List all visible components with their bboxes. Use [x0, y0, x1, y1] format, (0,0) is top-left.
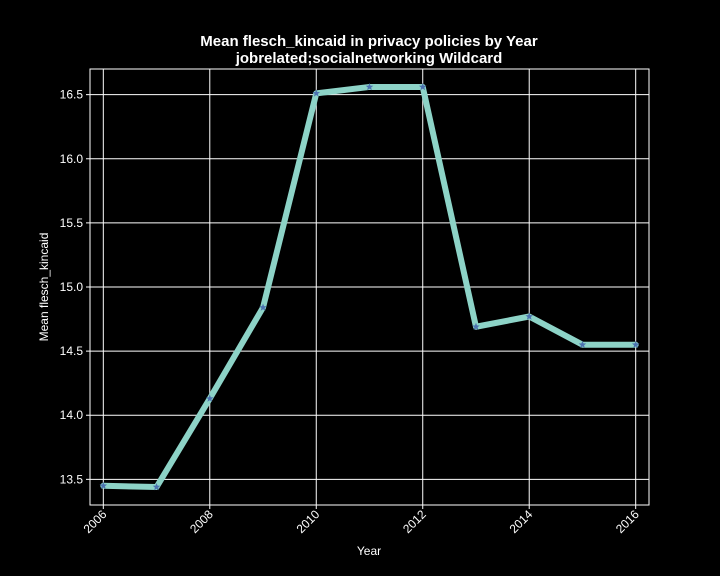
y-tick-label: 14.5: [60, 344, 84, 358]
data-point-star: [578, 340, 587, 348]
data-point-star: [259, 303, 267, 311]
data-point-star: [205, 394, 214, 402]
x-axis-label: Year: [357, 544, 381, 558]
data-point-star: [525, 312, 534, 320]
data-point-star: [472, 322, 480, 330]
data-point-star: [99, 481, 108, 489]
y-axis-label: Mean flesch_kincaid: [37, 233, 51, 342]
chart-title: Mean flesch_kincaid in privacy policies …: [200, 33, 538, 50]
chart-subtitle: jobrelated;socialnetworking Wildcard: [235, 50, 503, 67]
y-tick-label: 14.0: [60, 408, 84, 422]
y-tick-label: 15.0: [60, 280, 84, 294]
data-point-star: [312, 89, 321, 97]
y-tick-label: 16.0: [60, 152, 84, 166]
y-tick-label: 16.5: [60, 88, 84, 102]
data-point-star: [631, 340, 640, 348]
data-point-star: [152, 483, 161, 491]
y-tick-label: 15.5: [60, 216, 84, 230]
series-group: [99, 82, 640, 491]
grid-lines: [90, 69, 649, 505]
data-point-star: [365, 82, 374, 91]
data-point-star: [418, 82, 427, 91]
y-tick-label: 13.5: [60, 472, 84, 486]
